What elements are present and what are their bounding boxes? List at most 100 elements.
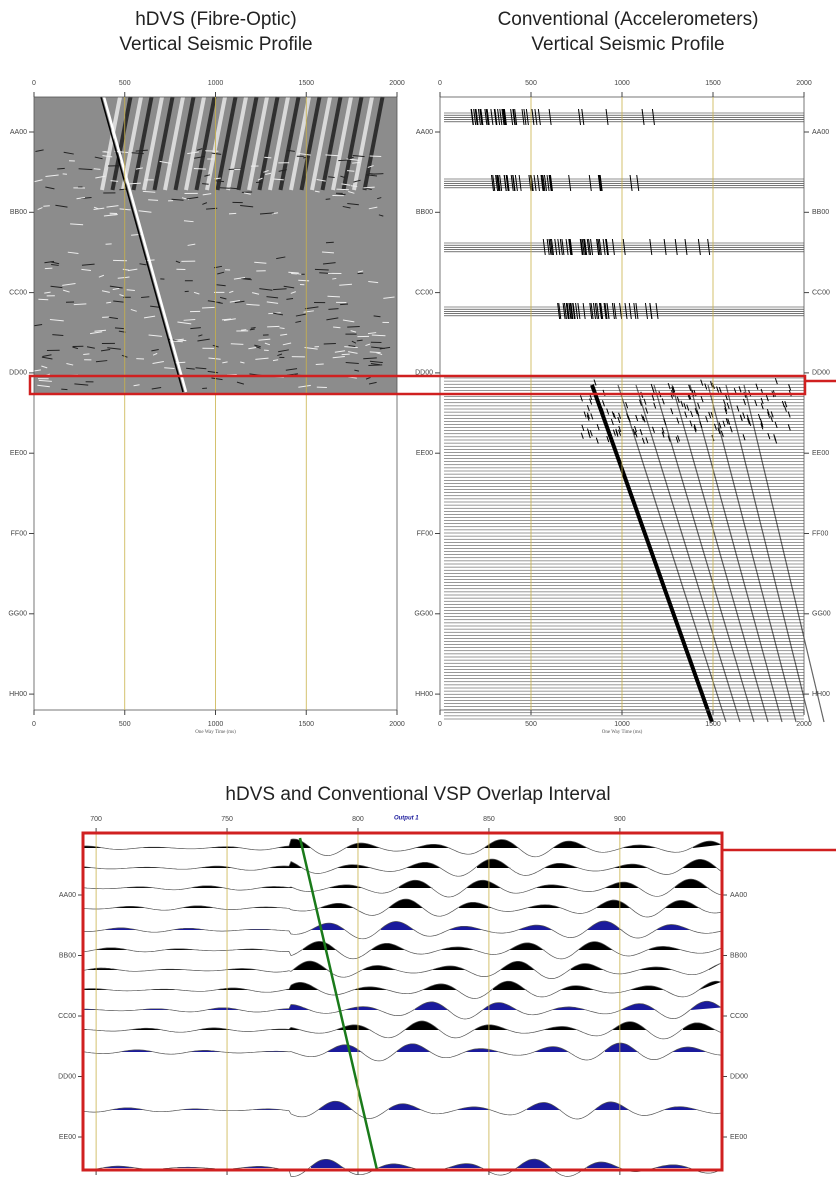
- wiggle-fill: [199, 866, 235, 868]
- noise: [652, 426, 655, 433]
- noise: [135, 149, 148, 152]
- x-tick-label: 1500: [298, 721, 314, 728]
- noise: [643, 398, 647, 405]
- noise: [332, 277, 337, 280]
- wiggle-fill: [311, 1159, 345, 1168]
- wave-stripe: [247, 96, 269, 191]
- noise: [187, 243, 196, 246]
- wiggle: [622, 238, 626, 256]
- wiggle-fill: [321, 903, 355, 908]
- noise: [219, 187, 230, 189]
- wiggle-fill: [457, 1106, 491, 1110]
- noise: [175, 260, 181, 264]
- wiggle: [512, 108, 516, 126]
- wiggle-fill: [639, 967, 673, 970]
- wiggle: [536, 174, 540, 192]
- noise: [686, 404, 690, 411]
- noise: [680, 400, 684, 407]
- noise: [152, 361, 164, 364]
- noise: [718, 387, 722, 394]
- depth-label: EE00: [812, 450, 829, 457]
- wiggle: [649, 302, 653, 320]
- wiggle: [624, 302, 628, 320]
- noise: [255, 346, 261, 349]
- noise: [38, 379, 52, 382]
- noise: [314, 268, 329, 271]
- noise: [278, 349, 289, 353]
- noise: [376, 352, 383, 356]
- noise: [202, 193, 212, 196]
- wave-stripe: [352, 96, 374, 191]
- conventional-texture: [444, 108, 825, 723]
- noise: [127, 268, 138, 272]
- noise: [50, 261, 60, 265]
- wiggle: [600, 302, 604, 320]
- noise: [143, 315, 156, 319]
- wiggle: [635, 302, 639, 320]
- panel-title: hDVS (Fibre-Optic): [135, 9, 297, 30]
- wiggle-trace: [83, 1000, 722, 1020]
- noise: [689, 420, 693, 427]
- noise: [595, 437, 599, 444]
- noise: [229, 187, 238, 190]
- depth-label: CC00: [812, 289, 830, 296]
- noise: [717, 427, 721, 434]
- wiggle-trace: [82, 941, 722, 960]
- wiggle: [629, 174, 633, 192]
- wiggle: [501, 108, 505, 126]
- wiggle: [579, 238, 583, 256]
- x-tick-label: 1500: [705, 721, 721, 728]
- wiggle-fill: [535, 1046, 569, 1052]
- noise: [650, 383, 654, 391]
- noise: [193, 291, 200, 295]
- x-tick-label: 2000: [796, 80, 812, 87]
- wiggle-trace: [82, 1100, 722, 1120]
- noise: [755, 383, 759, 390]
- noise: [229, 290, 234, 294]
- wiggle: [506, 174, 510, 192]
- noise: [283, 285, 295, 289]
- wiggle: [568, 174, 572, 192]
- wiggle-fill: [405, 1021, 441, 1030]
- x-tick-label: 0: [32, 721, 36, 728]
- noise: [70, 223, 84, 226]
- noise: [348, 156, 354, 160]
- reflection: [671, 384, 769, 723]
- noise: [304, 346, 318, 350]
- noise: [727, 418, 731, 425]
- noise: [41, 365, 48, 369]
- noise: [787, 411, 791, 418]
- noise: [93, 168, 101, 170]
- wiggle: [546, 238, 550, 256]
- wiggle: [570, 302, 574, 320]
- noise: [76, 197, 85, 200]
- wiggle-fill: [693, 841, 721, 848]
- wiggle: [597, 238, 601, 256]
- noise: [718, 422, 722, 429]
- noise: [693, 424, 697, 431]
- reflection: [743, 384, 825, 723]
- noise: [100, 348, 111, 352]
- noise: [45, 186, 55, 190]
- depth-label: DD00: [9, 370, 27, 377]
- wiggle-fill: [113, 906, 147, 908]
- wiggle-fill: [493, 981, 527, 990]
- noise: [690, 410, 694, 418]
- noise: [742, 434, 746, 441]
- wiggle-fill: [249, 1108, 285, 1110]
- noise: [211, 377, 223, 381]
- noise: [287, 149, 295, 152]
- wiggle-fill: [683, 1022, 717, 1030]
- wiggle: [549, 238, 553, 256]
- noise: [326, 317, 339, 321]
- noise: [282, 342, 292, 346]
- noise: [770, 411, 774, 418]
- noise: [370, 362, 380, 366]
- noise: [634, 425, 638, 433]
- x-axis-label: One Way Time (ms): [195, 730, 236, 735]
- noise: [152, 352, 158, 356]
- wiggle-fill: [277, 839, 313, 848]
- noise: [148, 334, 163, 337]
- noise: [340, 175, 345, 178]
- overlap-frame: [81, 831, 724, 1172]
